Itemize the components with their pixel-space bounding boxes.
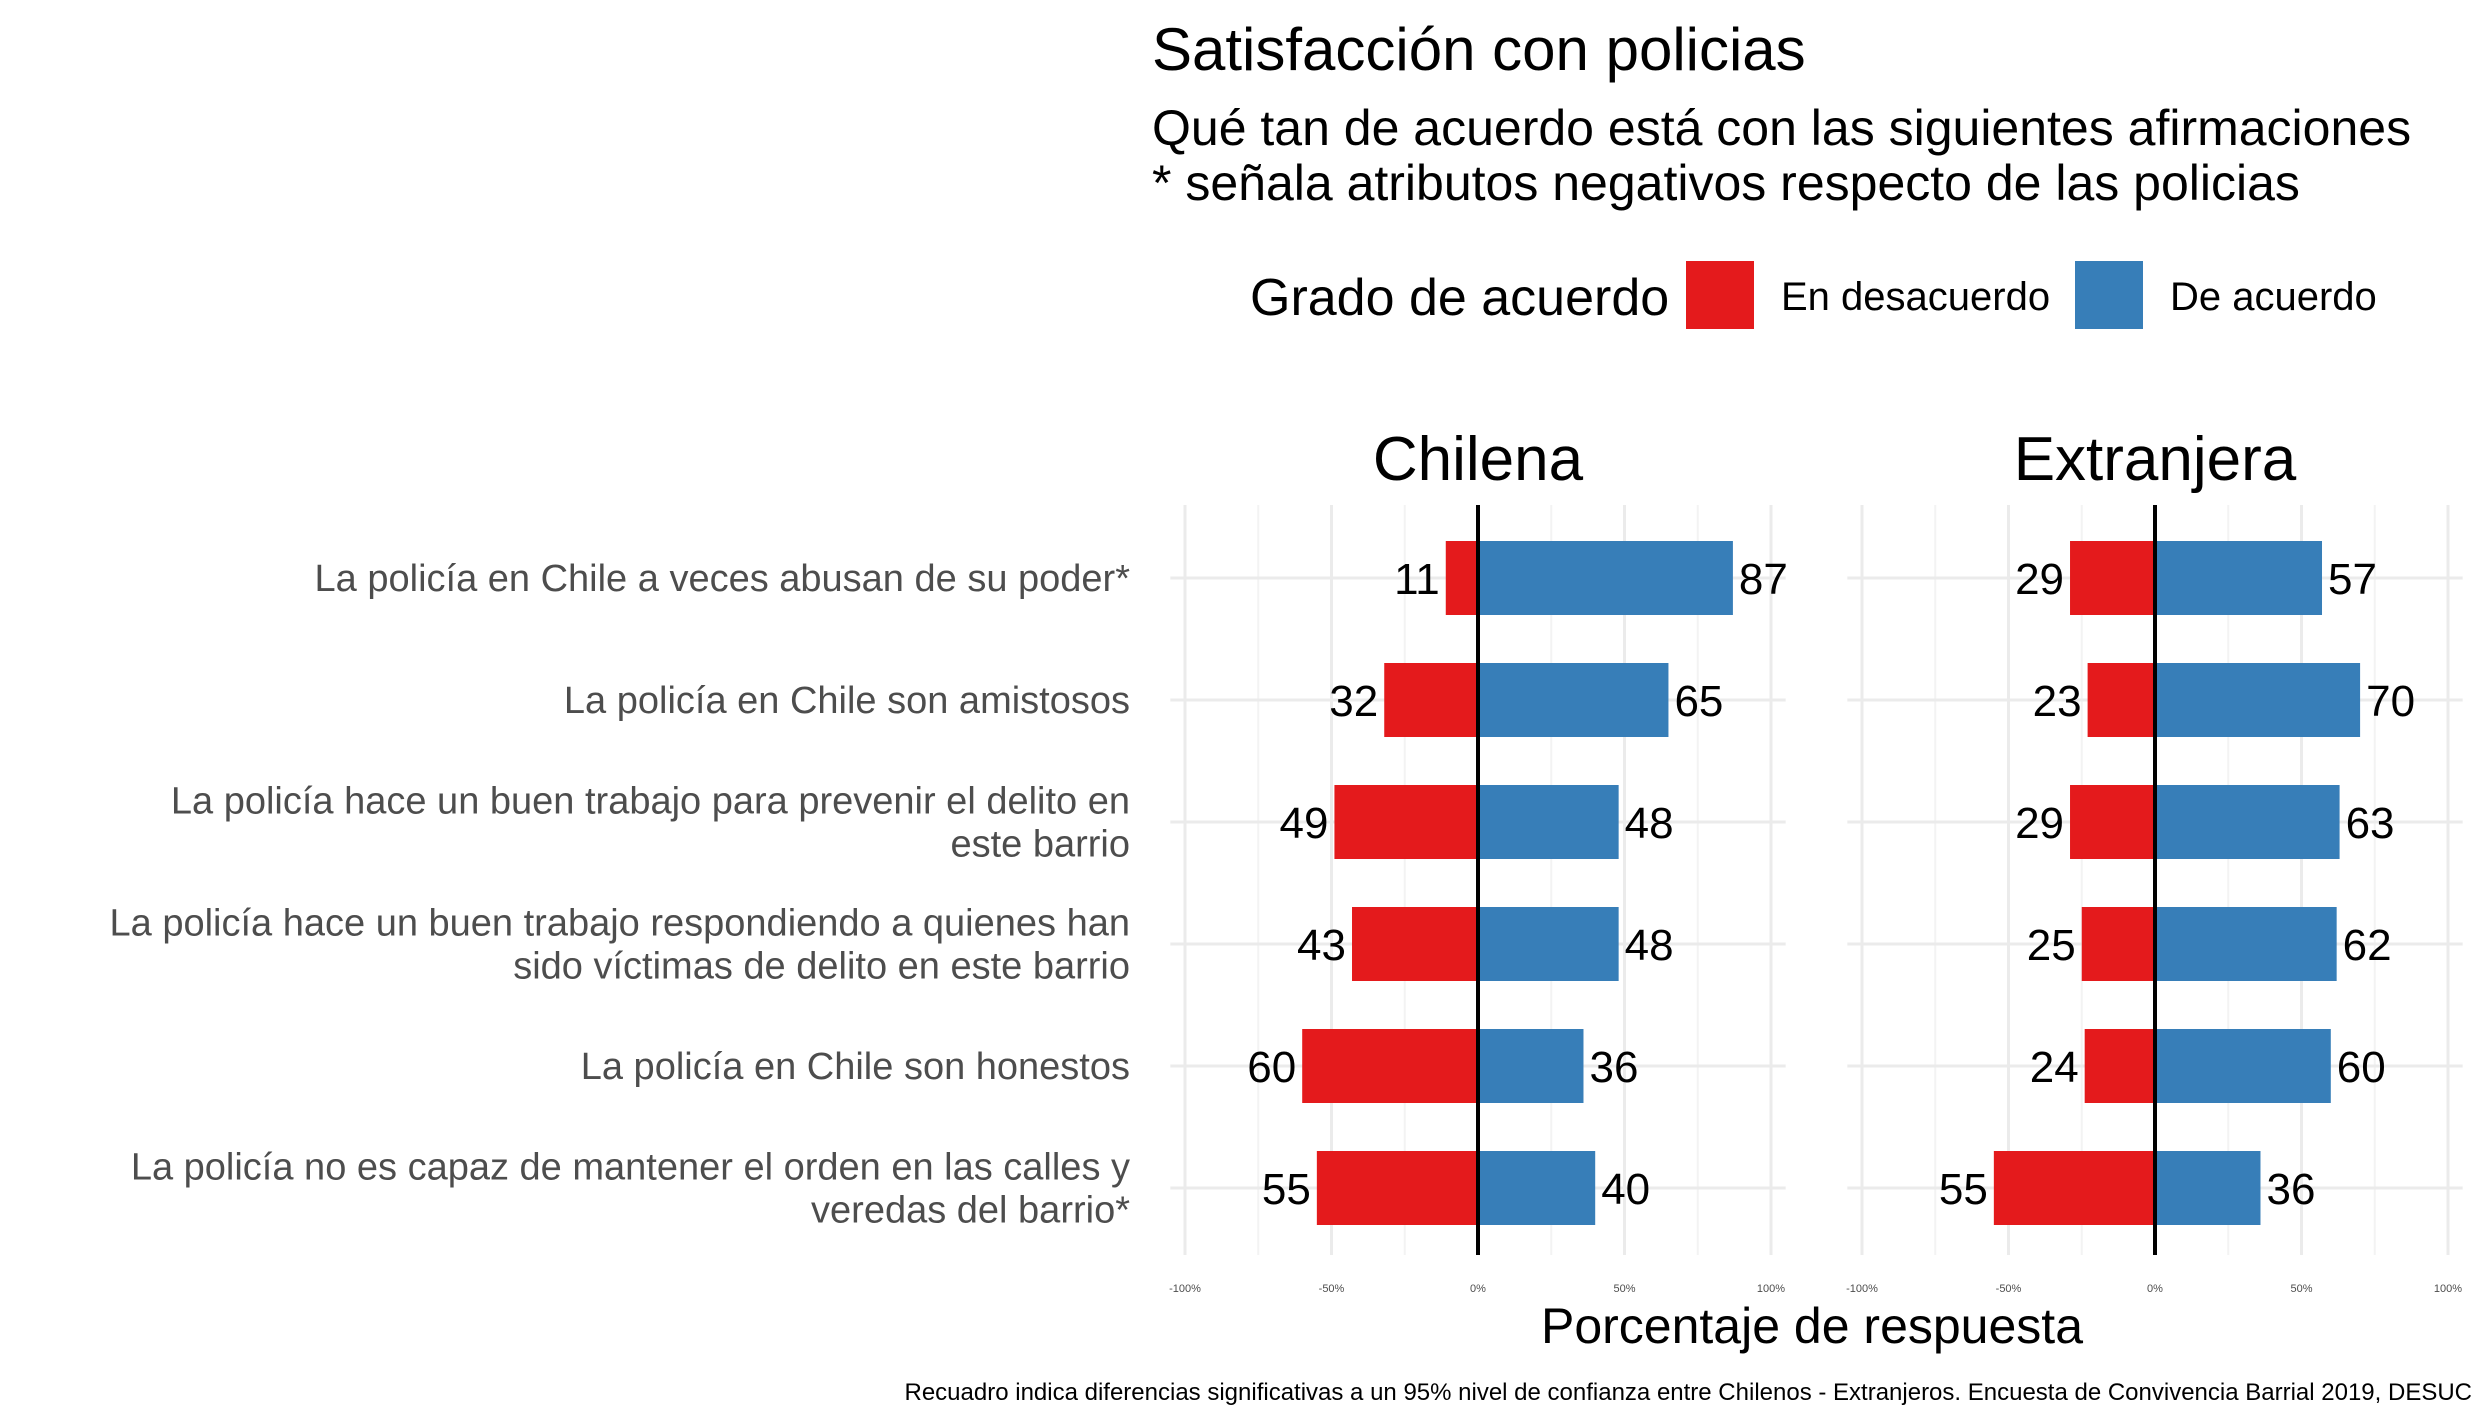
data-label-desacuerdo: 11: [1394, 555, 1440, 604]
data-label-desacuerdo: 55: [1262, 1165, 1311, 1214]
data-label-acuerdo: 60: [2337, 1043, 2386, 1092]
chart-subtitle-line-2: * señala atributos negativos respecto de…: [1152, 155, 2300, 211]
x-tick-label: 50%: [2290, 1283, 2312, 1295]
x-tick-label: -100%: [1169, 1283, 1201, 1295]
legend-swatch-acuerdo: [2075, 261, 2143, 329]
data-label-desacuerdo: 49: [1279, 799, 1328, 848]
bar-de-acuerdo: [1478, 663, 1669, 737]
chart-caption: Recuadro indica diferencias significativ…: [905, 1379, 2473, 1406]
data-label-desacuerdo: 32: [1329, 677, 1378, 726]
bar-en-desacuerdo: [2070, 785, 2155, 859]
data-label-acuerdo: 63: [2346, 799, 2395, 848]
data-label-desacuerdo: 43: [1297, 921, 1346, 970]
bar-de-acuerdo: [1478, 785, 1619, 859]
panel-chilena: Chilena 11 87 32 65 49 48 43 48 60 36 55 40 -100% -50%…: [1169, 425, 1788, 1295]
bar-de-acuerdo: [2155, 907, 2337, 981]
facet-title: Chilena: [1373, 425, 1584, 494]
data-label-acuerdo: 48: [1625, 799, 1674, 848]
bar-en-desacuerdo: [1993, 1151, 2155, 1225]
bar-de-acuerdo: [2155, 541, 2323, 615]
data-label-desacuerdo: 29: [2015, 799, 2064, 848]
bar-de-acuerdo: [2155, 663, 2361, 737]
legend-swatch-desacuerdo: [1686, 261, 1754, 329]
data-label-desacuerdo: 24: [2030, 1043, 2079, 1092]
data-label-acuerdo: 40: [1601, 1165, 1650, 1214]
chart-title: Satisfacción con policias: [1152, 16, 1806, 83]
data-label-acuerdo: 48: [1625, 921, 1674, 970]
x-tick-label: 0%: [2147, 1283, 2163, 1295]
legend: Grado de acuerdo En desacuerdo De acuerd…: [1250, 261, 2377, 329]
bar-de-acuerdo: [1478, 1029, 1584, 1103]
bar-en-desacuerdo: [2081, 907, 2155, 981]
x-tick-label: 0%: [1470, 1283, 1486, 1295]
data-label-acuerdo: 57: [2328, 555, 2377, 604]
bar-en-desacuerdo: [2084, 1029, 2155, 1103]
bar-en-desacuerdo: [1352, 907, 1478, 981]
bar-de-acuerdo: [2155, 1029, 2331, 1103]
legend-title: Grado de acuerdo: [1250, 269, 1669, 327]
bar-en-desacuerdo: [1316, 1151, 1478, 1225]
bar-en-desacuerdo: [1334, 785, 1478, 859]
y-tick-label: La policía no es capaz de mantener el or…: [131, 1147, 1130, 1232]
y-tick-label: La policía hace un buen trabajo respondi…: [110, 903, 1130, 988]
data-label-desacuerdo: 55: [1939, 1165, 1988, 1214]
data-label-acuerdo: 36: [1589, 1043, 1638, 1092]
bar-en-desacuerdo: [1302, 1029, 1478, 1103]
bar-de-acuerdo: [2155, 1151, 2261, 1225]
panel-extranjera: Extranjera 29 57 23 70 29 63 25 62 24 60 55 36 -100% -…: [1846, 425, 2463, 1295]
x-tick-label: -50%: [1996, 1283, 2022, 1295]
x-tick-label: 100%: [2434, 1283, 2462, 1295]
data-label-acuerdo: 62: [2343, 921, 2392, 970]
bar-en-desacuerdo: [2070, 541, 2155, 615]
data-label-acuerdo: 36: [2266, 1165, 2315, 1214]
facet-title: Extranjera: [2014, 425, 2297, 494]
facet-panels: Chilena 11 87 32 65 49 48 43 48 60 36 55 40 -100% -50%…: [1169, 425, 2463, 1295]
x-tick-label: 50%: [1613, 1283, 1635, 1295]
y-tick-label: La policía en Chile son honestos: [581, 1046, 1130, 1088]
bar-en-desacuerdo: [1384, 663, 1478, 737]
bar-de-acuerdo: [2155, 785, 2340, 859]
y-tick-label: La policía en Chile a veces abusan de su…: [315, 558, 1131, 600]
data-label-desacuerdo: 29: [2015, 555, 2064, 604]
x-axis-title: Porcentaje de respuesta: [1541, 1298, 2083, 1354]
y-axis-labels: La policía en Chile a veces abusan de su…: [110, 558, 1131, 1232]
bar-en-desacuerdo: [2087, 663, 2155, 737]
bar-de-acuerdo: [1478, 1151, 1596, 1225]
chart-subtitle-line-1: Qué tan de acuerdo está con las siguient…: [1152, 100, 2411, 156]
y-tick-label: La policía en Chile son amistosos: [564, 680, 1130, 722]
bar-en-desacuerdo: [1445, 541, 1478, 615]
x-tick-label: -50%: [1319, 1283, 1345, 1295]
x-tick-label: -100%: [1846, 1283, 1878, 1295]
data-label-desacuerdo: 23: [2033, 677, 2082, 726]
legend-label-desacuerdo: En desacuerdo: [1781, 275, 2050, 319]
y-tick-label: La policía hace un buen trabajo para pre…: [171, 781, 1130, 866]
legend-label-acuerdo: De acuerdo: [2170, 275, 2377, 319]
bar-de-acuerdo: [1478, 541, 1733, 615]
data-label-acuerdo: 87: [1739, 555, 1788, 604]
data-label-desacuerdo: 25: [2027, 921, 2076, 970]
bar-de-acuerdo: [1478, 907, 1619, 981]
data-label-desacuerdo: 60: [1247, 1043, 1296, 1092]
x-tick-label: 100%: [1757, 1283, 1785, 1295]
data-label-acuerdo: 70: [2366, 677, 2415, 726]
data-label-acuerdo: 65: [1674, 677, 1723, 726]
